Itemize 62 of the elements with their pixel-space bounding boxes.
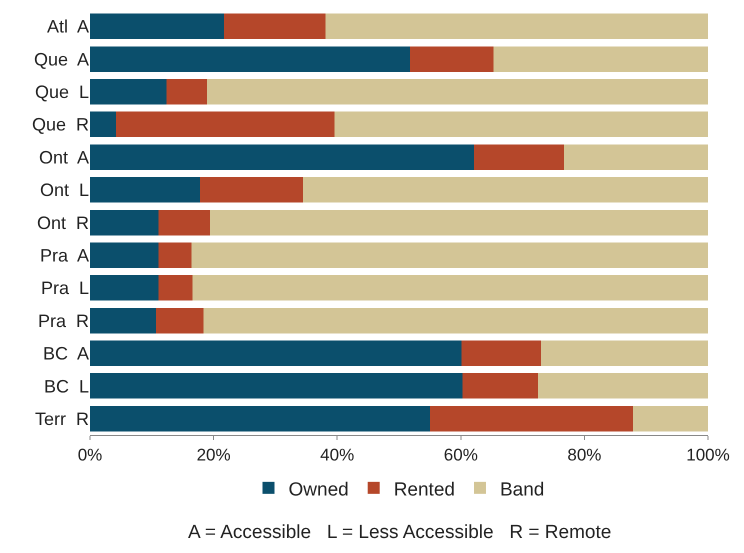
bar (90, 373, 463, 399)
bar (90, 242, 159, 268)
bar (158, 242, 192, 268)
bar (541, 340, 708, 366)
bar (90, 112, 116, 138)
y-tick-label: Ont R (36, 212, 89, 233)
bar (90, 177, 200, 203)
bar (462, 373, 538, 399)
bar (90, 406, 430, 432)
x-tick-label: 20% (196, 445, 231, 464)
bar (158, 275, 193, 301)
text: A = Accessible L = Less Accessible R = Remote (188, 522, 612, 543)
bar (633, 406, 708, 432)
legend-label: Rented (394, 479, 455, 500)
x-tick-label: 60% (444, 445, 478, 464)
y-tick-label: Pra A (40, 245, 89, 266)
bar (90, 210, 159, 236)
bar (191, 242, 708, 268)
bar (410, 46, 494, 72)
bar (210, 210, 708, 236)
bar (90, 275, 159, 301)
legend-label: Band (500, 479, 544, 500)
y-tick-label: Que L (34, 82, 89, 102)
bar (156, 308, 204, 334)
y-tick-label: Que A (34, 49, 89, 70)
bar (538, 373, 708, 399)
bar (224, 14, 326, 40)
x-tick-label: 40% (320, 445, 354, 464)
y-tick-label: BC L (44, 376, 89, 396)
bar (90, 14, 224, 40)
bar (90, 46, 410, 72)
bar (90, 144, 474, 170)
y-tick-label: Ont A (38, 147, 89, 168)
y-tick-label: Atl A (46, 16, 89, 37)
bar (200, 177, 304, 203)
bar (303, 177, 708, 203)
bar (474, 144, 564, 170)
bar (325, 14, 708, 40)
y-tick-label: Ont L (40, 180, 89, 200)
bar (461, 340, 542, 366)
bar (204, 308, 708, 334)
x-tick-label: 80% (567, 445, 602, 464)
bar (334, 112, 708, 138)
y-tick-label: Que R (32, 114, 89, 135)
y-tick-label: Pra L (40, 278, 89, 298)
legend-label: Owned (288, 479, 349, 500)
x-tick-label: 100% (686, 445, 730, 464)
bar (116, 112, 335, 138)
bar (430, 406, 634, 432)
y-tick-label: Pra R (38, 310, 89, 331)
y-tick-label: BC A (42, 344, 89, 364)
y-tick-label: Terr R (35, 408, 89, 429)
bar (192, 275, 708, 301)
x-tick-label: 0% (78, 445, 102, 464)
bar (90, 340, 462, 366)
bar (564, 144, 708, 170)
bar (166, 78, 207, 104)
bar (494, 46, 708, 72)
bar (158, 210, 210, 236)
bar (90, 78, 167, 104)
bar (90, 308, 156, 334)
bar (206, 78, 708, 104)
